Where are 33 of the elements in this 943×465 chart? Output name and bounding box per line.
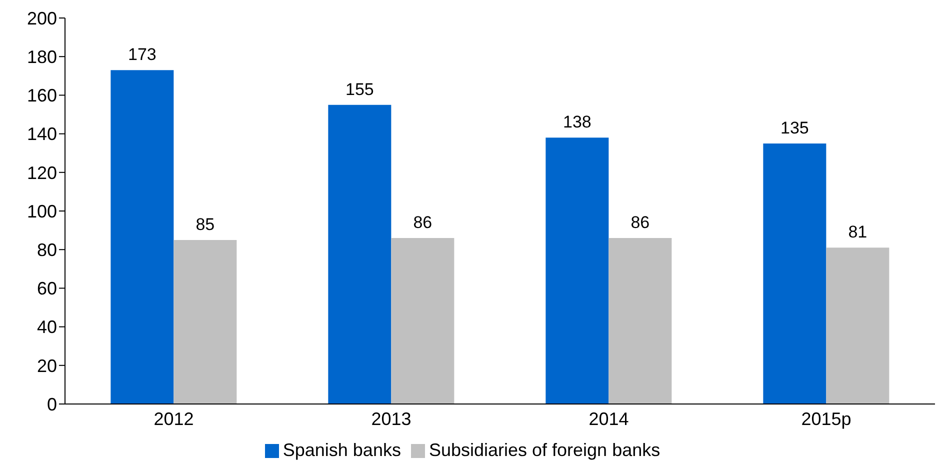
y-tick-label: 20 [36, 356, 57, 376]
data-label: 81 [848, 222, 868, 242]
y-tick-label: 100 [26, 201, 57, 222]
y-tick-label: 40 [36, 317, 57, 338]
bar [110, 70, 174, 404]
data-label: 86 [413, 213, 432, 232]
x-tick-label: 2014 [588, 408, 629, 429]
x-tick-label: 2015p [801, 408, 852, 429]
y-tick-label: 200 [26, 8, 57, 28]
bar [328, 104, 392, 404]
bar [826, 248, 890, 404]
data-label: 86 [630, 213, 650, 232]
y-tick-label: 120 [26, 162, 57, 183]
y-tick-label: 80 [36, 240, 57, 260]
legend-label: Subsidiaries of foreign banks [428, 440, 660, 460]
data-label: 155 [345, 80, 374, 99]
data-label: 135 [780, 118, 809, 138]
y-tick-label: 180 [26, 46, 57, 67]
data-label: 85 [196, 214, 215, 234]
bar [391, 238, 454, 404]
legend-label: Spanish banks [282, 440, 401, 460]
data-label: 138 [562, 112, 592, 132]
bar [546, 138, 609, 404]
y-tick-label: 0 [46, 394, 57, 414]
y-tick-label: 60 [36, 278, 57, 299]
x-tick-label: 2012 [154, 408, 194, 429]
bar [174, 240, 237, 404]
x-tick-label: 2013 [371, 408, 412, 429]
bar [763, 143, 826, 404]
y-tick-label: 160 [26, 86, 57, 106]
data-label: 173 [128, 45, 156, 64]
bar [608, 238, 672, 404]
y-tick-label: 140 [26, 124, 57, 144]
